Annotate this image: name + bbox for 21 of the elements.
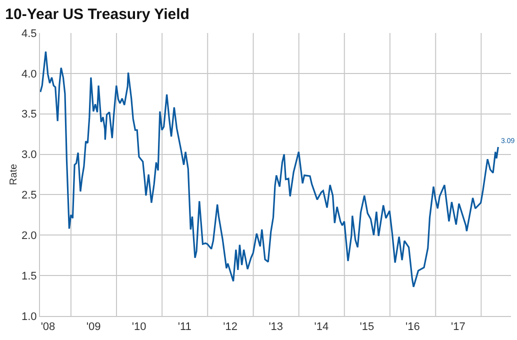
y-tick-label: 1.0 (22, 310, 37, 323)
x-tick-label: '17 (451, 321, 466, 334)
line-series (40, 50, 499, 288)
x-tick-label: '13 (268, 321, 284, 334)
x-tick-label: '16 (405, 321, 420, 334)
y-axis-title: Rate (8, 164, 20, 186)
x-tick-label: '15 (360, 321, 374, 334)
y-tick-label: 3.0 (22, 149, 37, 162)
x-tick-label: '08 (40, 321, 56, 334)
chart-title: 10-Year US Treasury Yield (5, 6, 190, 23)
x-tick-label: '11 (178, 321, 192, 334)
y-tick-label: 3.5 (22, 108, 37, 121)
x-tick-label: '10 (132, 321, 146, 334)
x-tick-label: '14 (314, 321, 329, 334)
y-tick-label: 1.5 (22, 270, 37, 282)
y-tick-label: 4.0 (22, 68, 37, 80)
x-tick-label: '09 (86, 321, 101, 334)
x-tick-label: '12 (223, 321, 238, 334)
y-tick-label: 4.5 (22, 28, 37, 40)
y-tick-label: 2.0 (22, 230, 37, 242)
y-tick-label: 2.5 (22, 190, 37, 202)
